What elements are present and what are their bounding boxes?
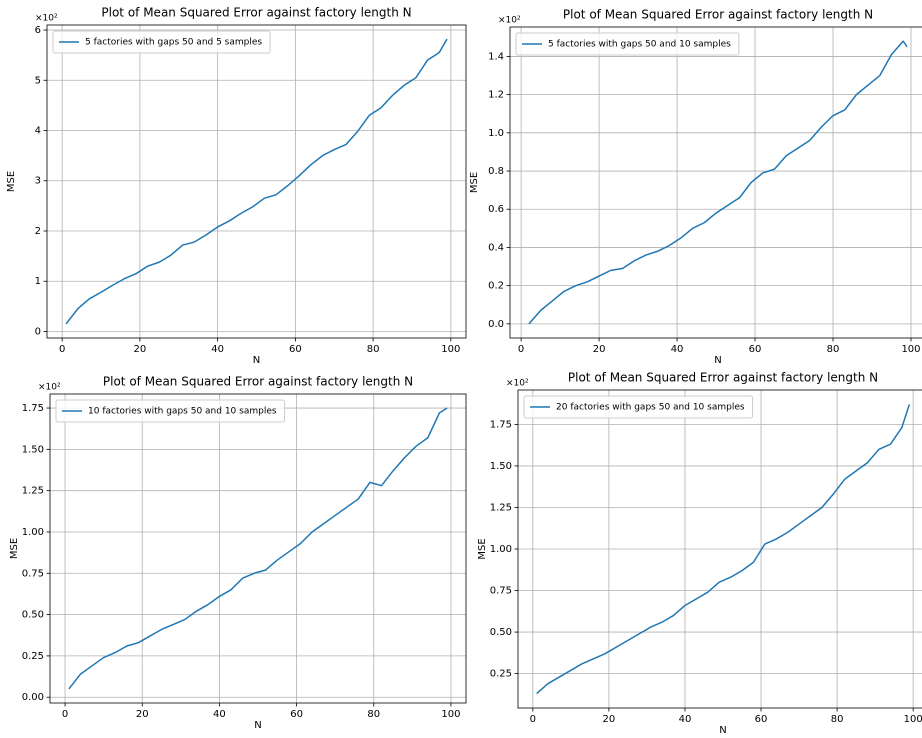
x-tick-label: 0 — [530, 714, 536, 725]
y-tick-label: 1.25 — [22, 486, 44, 497]
y-tick-label: 0.50 — [22, 610, 44, 621]
legend-box — [523, 395, 754, 419]
x-tick-label: 20 — [593, 344, 606, 355]
legend-label: 5 factories with gaps 50 and 10 samples — [548, 40, 731, 50]
y-tick-label: 1.50 — [22, 444, 44, 455]
x-tick-label: 100 — [441, 344, 460, 355]
y-tick-label: 0.2 — [488, 281, 504, 292]
y-axis-label: MSE — [9, 538, 20, 559]
x-tick-label: 60 — [749, 344, 762, 355]
y-tick-label: 0.00 — [22, 692, 44, 703]
axes-frame — [49, 393, 467, 704]
chart-title: Plot of Mean Squared Error against facto… — [568, 371, 878, 385]
data-line — [536, 404, 911, 695]
legend-label: 20 factories with gaps 50 and 10 samples — [556, 403, 745, 413]
y-tick-label: 5 — [35, 75, 41, 86]
y-tick-label: 1.00 — [490, 544, 512, 555]
y-tick-label: 0.50 — [490, 627, 512, 638]
x-tick-label: 0 — [62, 709, 68, 720]
x-tick-label: 80 — [827, 344, 840, 355]
x-tick-label: 60 — [755, 714, 768, 725]
y-tick-label: 3 — [35, 176, 41, 187]
x-tick-label: 60 — [290, 709, 303, 720]
legend-box — [515, 32, 740, 56]
chart-title: Plot of Mean Squared Error against facto… — [101, 6, 411, 20]
x-tick-label: 40 — [671, 344, 684, 355]
y-offset-label: ×10² — [35, 14, 58, 24]
legend: 10 factories with gaps 50 and 10 samples — [55, 399, 286, 423]
x-tick-label: 0 — [518, 344, 524, 355]
x-tick-label: 40 — [213, 709, 226, 720]
y-tick-label: 4 — [35, 126, 41, 137]
y-tick-label: 0.75 — [22, 568, 44, 579]
axes-frame — [46, 24, 467, 339]
y-tick-label: 0.6 — [488, 204, 504, 215]
data-line — [65, 38, 448, 325]
x-axis-label: N — [254, 720, 261, 731]
y-tick-label: 0 — [35, 326, 41, 337]
x-tick-label: 20 — [134, 344, 147, 355]
legend: 5 factories with gaps 50 and 10 samples — [515, 32, 740, 56]
legend-label: 5 factories with gaps 50 and 5 samples — [85, 38, 262, 48]
legend-label: 10 factories with gaps 50 and 10 samples — [88, 407, 277, 417]
legend: 20 factories with gaps 50 and 10 samples — [523, 395, 754, 419]
x-tick-label: 80 — [367, 344, 380, 355]
subplot: Plot of Mean Squared Error against facto… — [9, 375, 467, 731]
y-offset-label: ×10² — [506, 379, 529, 389]
legend-box — [52, 30, 271, 54]
x-tick-label: 100 — [441, 709, 460, 720]
legend-box — [55, 399, 286, 423]
y-tick-label: 1.25 — [490, 502, 512, 513]
subplot: Plot of Mean Squared Error against facto… — [469, 8, 922, 366]
chart-title: Plot of Mean Squared Error against facto… — [103, 375, 413, 389]
y-tick-label: 1.2 — [488, 90, 504, 101]
x-tick-label: 20 — [136, 709, 149, 720]
y-tick-label: 1.0 — [488, 128, 504, 139]
y-tick-label: 0.25 — [490, 669, 512, 680]
y-tick-label: 0.8 — [488, 166, 504, 177]
axes-frame — [509, 26, 922, 339]
y-tick-label: 0.4 — [488, 242, 504, 253]
x-axis-label: N — [719, 725, 726, 736]
y-tick-label: 2 — [35, 226, 41, 237]
y-tick-label: 0.25 — [22, 651, 44, 662]
x-tick-label: 60 — [289, 344, 302, 355]
y-tick-label: 1 — [35, 276, 41, 287]
data-line — [528, 40, 908, 325]
subplot: Plot of Mean Squared Error against facto… — [477, 371, 922, 736]
y-axis-label: MSE — [477, 538, 488, 559]
legend: 5 factories with gaps 50 and 5 samples — [52, 30, 271, 54]
y-offset-label: ×10² — [498, 16, 521, 26]
x-axis-label: N — [253, 355, 260, 366]
x-tick-label: 100 — [901, 344, 920, 355]
y-tick-label: 1.75 — [490, 419, 512, 430]
y-tick-label: 0.75 — [490, 586, 512, 597]
x-tick-label: 80 — [831, 714, 844, 725]
y-axis-label: MSE — [469, 172, 480, 193]
x-tick-label: 80 — [367, 709, 380, 720]
x-tick-label: 40 — [679, 714, 692, 725]
y-offset-label: ×10² — [38, 383, 61, 393]
y-tick-label: 1.75 — [22, 403, 44, 414]
x-axis-label: N — [714, 355, 721, 366]
x-tick-label: 20 — [603, 714, 616, 725]
y-tick-label: 6 — [35, 25, 41, 36]
y-tick-label: 1.50 — [490, 461, 512, 472]
y-tick-label: 0.0 — [488, 319, 504, 330]
x-tick-label: 40 — [211, 344, 224, 355]
x-tick-label: 0 — [59, 344, 65, 355]
x-tick-label: 100 — [904, 714, 922, 725]
y-tick-label: 1.4 — [488, 51, 504, 62]
y-axis-label: MSE — [6, 171, 17, 192]
data-line — [68, 407, 448, 690]
subplot: Plot of Mean Squared Error against facto… — [6, 6, 467, 366]
axes-frame — [517, 389, 922, 709]
y-tick-label: 1.00 — [22, 527, 44, 538]
chart-title: Plot of Mean Squared Error against facto… — [563, 8, 873, 22]
